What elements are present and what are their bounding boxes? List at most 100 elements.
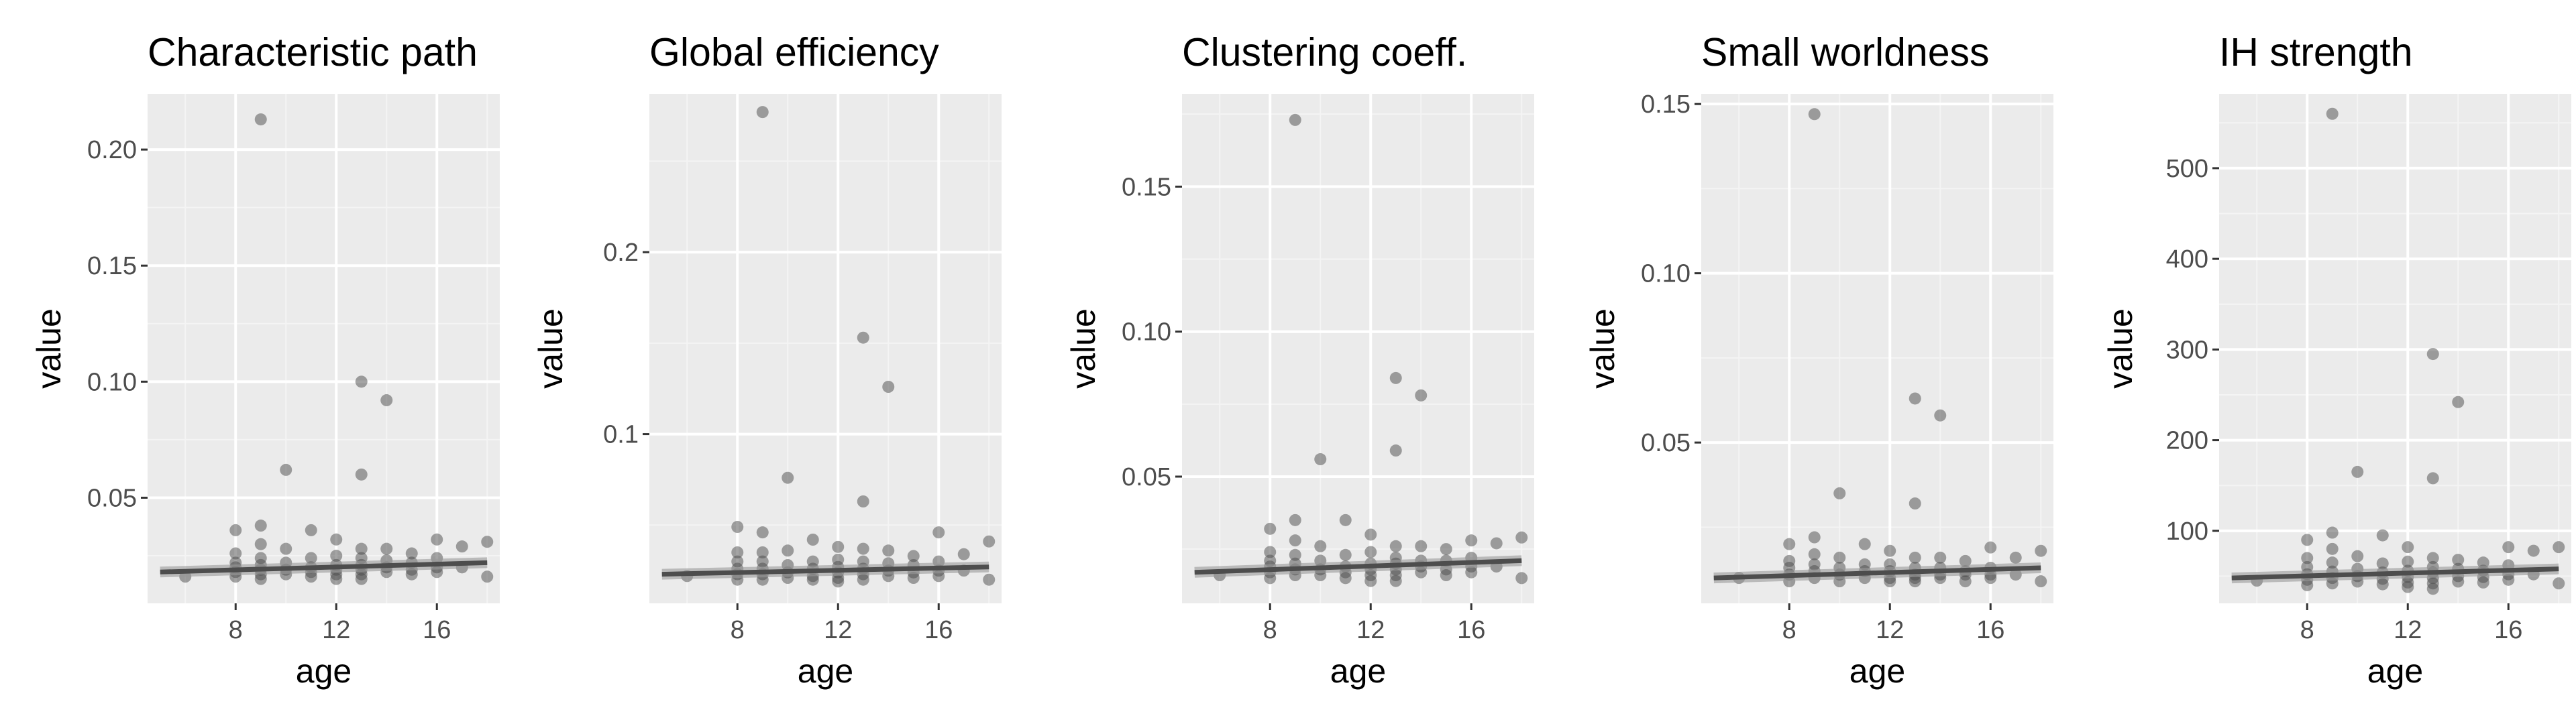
x-tick-label: 8 — [229, 616, 243, 644]
data-point — [355, 468, 368, 481]
data-point — [380, 394, 393, 407]
y-tick-label: 100 — [2166, 518, 2208, 546]
data-point — [405, 568, 418, 581]
data-point — [806, 573, 819, 586]
panel-5: 8 12 16 100 200 300 400 500 IH strength age value — [2102, 30, 2571, 690]
y-tick-label: 0.1 — [603, 421, 639, 449]
data-point — [330, 550, 343, 562]
data-point — [1808, 531, 1821, 544]
y-tick-label: 0.10 — [1641, 260, 1690, 288]
data-point — [1364, 546, 1377, 558]
data-point — [254, 520, 267, 532]
panel-title: IH strength — [2219, 30, 2413, 74]
data-point — [1808, 108, 1821, 121]
y-tick-label: 0.15 — [1641, 90, 1690, 119]
y-tick-label: 0.10 — [1122, 318, 1171, 347]
y-tick-label: 0.15 — [87, 252, 137, 280]
y-tick-label: 400 — [2166, 245, 2208, 274]
data-point — [254, 113, 267, 126]
y-tick-label: 0.05 — [87, 484, 137, 512]
data-point — [1389, 444, 1402, 457]
data-point — [1289, 514, 1301, 526]
data-point — [2301, 552, 2314, 564]
data-point — [2326, 107, 2339, 120]
data-point — [481, 570, 494, 583]
data-point — [2009, 551, 2022, 564]
data-point — [2035, 544, 2047, 557]
y-tick-label: 200 — [2166, 427, 2208, 455]
data-point — [1389, 575, 1402, 587]
x-tick-label: 12 — [1356, 616, 1385, 644]
data-point — [1440, 569, 1452, 582]
panel-background — [1701, 94, 2053, 603]
data-point — [1364, 575, 1377, 587]
y-tick-label: 0.05 — [1641, 429, 1690, 457]
data-point — [782, 471, 794, 484]
data-point — [2426, 552, 2439, 564]
data-point — [1833, 487, 1846, 499]
y-tick-label: 0.2 — [603, 239, 639, 267]
x-tick-label: 8 — [1782, 616, 1796, 644]
data-point — [455, 540, 468, 553]
panel-title: Clustering coeff. — [1182, 30, 1467, 74]
data-point — [1314, 540, 1327, 552]
y-axis-title: value — [1065, 308, 1102, 389]
data-point — [832, 575, 845, 588]
panel-4: 8 12 16 0.05 0.10 0.15 Small worldness age value — [1584, 30, 2053, 690]
regression-line — [1713, 565, 2041, 581]
data-point — [1364, 528, 1377, 541]
data-point — [2426, 348, 2439, 361]
data-point — [857, 331, 869, 344]
data-point — [2402, 555, 2414, 568]
x-axis-title: age — [296, 652, 352, 690]
data-point — [1289, 548, 1301, 561]
data-point — [907, 550, 920, 562]
y-axis-title: value — [532, 308, 570, 389]
panel-1: 8 12 16 0.05 0.10 0.15 0.20 Characteristic path… — [30, 30, 500, 690]
data-point — [1515, 531, 1528, 544]
data-point — [280, 463, 292, 476]
regression-line — [2231, 566, 2559, 581]
data-point — [330, 533, 343, 546]
data-point — [756, 546, 769, 558]
data-point — [1389, 371, 1402, 384]
data-point — [254, 538, 267, 550]
data-point — [2351, 465, 2364, 478]
data-point — [1289, 113, 1301, 126]
data-point — [983, 535, 996, 548]
data-point — [2035, 575, 2047, 588]
data-point — [2553, 577, 2565, 590]
data-point — [1884, 575, 1896, 588]
x-tick-label: 12 — [1876, 616, 1904, 644]
data-point — [2477, 576, 2489, 589]
data-point — [2553, 541, 2565, 554]
data-point — [229, 547, 242, 560]
panel-title: Characteristic path — [148, 30, 478, 74]
data-point — [431, 533, 443, 546]
data-point — [2376, 529, 2389, 542]
x-tick-label: 16 — [1457, 616, 1485, 644]
data-point — [806, 534, 819, 546]
x-tick-label: 8 — [2300, 616, 2314, 644]
data-point — [2452, 575, 2465, 588]
data-point — [2301, 579, 2314, 591]
data-point — [380, 542, 393, 555]
data-point — [2452, 396, 2465, 408]
y-tick-label: 0.05 — [1122, 463, 1171, 491]
regression-line — [661, 564, 989, 577]
data-point — [756, 526, 769, 539]
x-tick-label: 16 — [924, 616, 953, 644]
x-tick-label: 16 — [1976, 616, 2004, 644]
y-tick-label: 0.10 — [87, 368, 137, 396]
data-point — [1465, 534, 1478, 547]
data-point — [731, 521, 744, 533]
data-point — [1289, 534, 1301, 547]
x-tick-label: 8 — [731, 616, 745, 644]
x-axis-title: age — [798, 652, 853, 690]
data-point — [882, 381, 895, 393]
data-point — [731, 546, 744, 558]
data-point — [1440, 543, 1452, 556]
data-point — [1415, 540, 1428, 552]
data-point — [1339, 514, 1352, 526]
data-point — [1909, 497, 1921, 510]
